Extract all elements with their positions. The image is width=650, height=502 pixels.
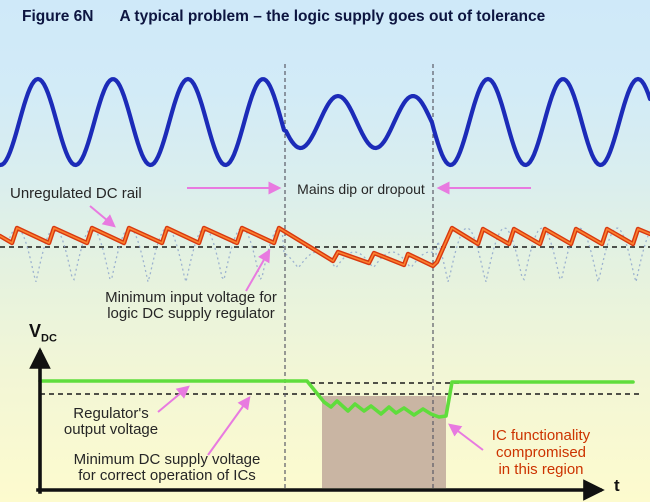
ic-compromised-arrow [448,423,484,451]
regulator-output-wave [38,379,635,419]
min-input-voltage-label: Minimum input voltage for logic DC suppl… [105,289,277,322]
regulator-output-arrow [157,385,190,413]
mains-dip-label: Mains dip or dropout [297,181,425,197]
x-axis-label: t [614,476,620,495]
min-dc-supply-label: Minimum DC supply voltage for correct op… [73,451,261,484]
ic-compromised-label: IC functionality compromised in this reg… [491,427,591,478]
mains-sine-wave [0,76,650,168]
regulator-output-label: Regulator's output voltage [63,405,159,438]
figure-caption: A typical problem – the logic supply goe… [119,8,546,25]
min-dc-supply-arrow [207,396,251,456]
unregulated-dc-rail-label: Unregulated DC rail [10,185,142,202]
unregulated-rail-arrow [89,205,116,228]
y-axis-label: VDC [29,321,57,345]
rectified-sine-dotted-wave [7,227,649,282]
figure-number: Figure 6N [22,8,94,25]
dc-rail-wave-highlight [0,227,650,267]
figure-title: Figure 6N A typical problem – the logic s… [22,8,545,26]
min-input-arrow [245,248,271,292]
